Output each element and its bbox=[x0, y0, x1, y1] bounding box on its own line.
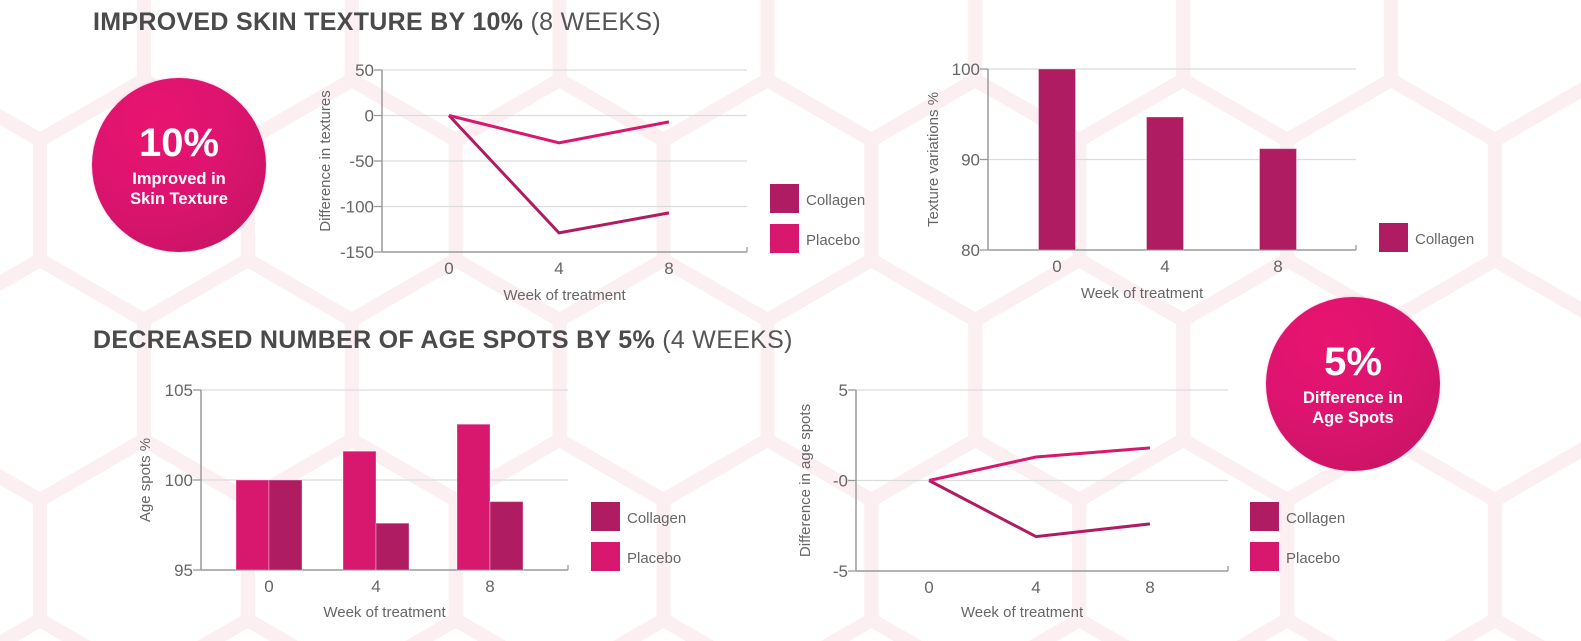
badge-label-line1: Improved in bbox=[132, 170, 226, 188]
legend-label-collagen: Collagen bbox=[1415, 231, 1474, 248]
x-axis-label: Week of treatment bbox=[961, 604, 1084, 621]
legend-label-placebo: Placebo bbox=[806, 232, 860, 249]
legend-label-collagen: Collagen bbox=[806, 192, 865, 209]
heading-duration-text: (8 WEEKS) bbox=[530, 8, 662, 36]
x-tick-label: 8 bbox=[1145, 578, 1154, 597]
chart-age-spots-percent: 105 100 95 0 4 8 Week of treatment Age spots % C… bbox=[137, 381, 686, 621]
y-tick-label: -50 bbox=[349, 152, 374, 171]
bar-collagen bbox=[1259, 148, 1297, 251]
y-tick-label: -5 bbox=[833, 562, 848, 581]
hexagon-shape bbox=[405, 611, 507, 641]
heading-bold-text: IMPROVED SKIN TEXTURE BY 10% bbox=[93, 8, 524, 36]
bar-collagen bbox=[268, 479, 303, 571]
series-line-placebo bbox=[448, 114, 670, 145]
legend-label-placebo: Placebo bbox=[1286, 550, 1340, 567]
y-tick-label: 100 bbox=[165, 471, 193, 490]
bar-collagen bbox=[375, 522, 410, 571]
bar-collagen bbox=[489, 501, 524, 571]
hexagon-shape bbox=[613, 611, 714, 641]
y-tick-label: 0 bbox=[365, 107, 374, 126]
y-axis-label: Texture variations % bbox=[925, 92, 942, 227]
legend-swatch-placebo bbox=[591, 542, 620, 571]
chart-texture-variations: 100 90 80 0 4 8 Week of treatment Texture varia… bbox=[925, 60, 1474, 302]
skin-texture-stat-badge: 10% Improved in Skin Texture bbox=[92, 78, 266, 252]
bar-collagen bbox=[1038, 68, 1076, 251]
y-axis-label: Difference in textures bbox=[317, 90, 334, 231]
bar-placebo bbox=[235, 479, 270, 571]
hexagon-shape bbox=[821, 611, 922, 641]
x-tick-label: 0 bbox=[444, 259, 453, 278]
x-tick-label: 8 bbox=[1273, 257, 1282, 276]
hexagon-shape bbox=[1028, 611, 1130, 641]
hexagon-shape bbox=[1444, 611, 1546, 641]
section-heading-age-spots: DECREASED NUMBER OF AGE SPOTS BY 5% (4 W… bbox=[93, 326, 793, 355]
series-line-placebo bbox=[928, 446, 1151, 482]
x-tick-label: 4 bbox=[1160, 257, 1169, 276]
x-tick-label: 8 bbox=[664, 259, 673, 278]
y-tick-label: 100 bbox=[952, 60, 980, 79]
y-axis-label: Age spots % bbox=[137, 438, 154, 522]
x-tick-label: 0 bbox=[1052, 257, 1061, 276]
age-spots-stat-badge: 5% Difference in Age Spots bbox=[1266, 297, 1440, 471]
legend-swatch-placebo bbox=[770, 224, 799, 253]
hexagon-shape bbox=[197, 611, 299, 641]
legend-swatch-collagen bbox=[770, 184, 799, 213]
badge-percent: 5% bbox=[1324, 340, 1382, 384]
badge-label-line2: Age Spots bbox=[1312, 409, 1394, 427]
hexagon-shape bbox=[0, 611, 91, 641]
legend-label-collagen: Collagen bbox=[1286, 510, 1345, 527]
legend-swatch-collagen bbox=[1379, 223, 1408, 252]
y-tick-label: -100 bbox=[340, 198, 374, 217]
x-tick-label: 0 bbox=[924, 578, 933, 597]
x-axis-label: Week of treatment bbox=[503, 287, 626, 304]
x-tick-label: 4 bbox=[371, 577, 380, 596]
chart-age-spots-difference: 5 -0 -5 0 4 8 Week of treatment Difference in a… bbox=[797, 381, 1345, 621]
series-line-collagen bbox=[447, 114, 670, 235]
series-line-collagen bbox=[928, 479, 1151, 539]
y-tick-label: 105 bbox=[165, 381, 193, 400]
y-tick-label: 95 bbox=[174, 561, 193, 580]
badge-percent: 10% bbox=[138, 121, 220, 165]
y-tick-label: 5 bbox=[839, 381, 848, 400]
legend-label-collagen: Collagen bbox=[627, 510, 686, 527]
y-tick-label: 50 bbox=[355, 61, 374, 80]
x-axis-label: Week of treatment bbox=[323, 604, 446, 621]
heading-duration-text: (4 WEEKS) bbox=[662, 326, 793, 354]
heading-bold-text: DECREASED NUMBER OF AGE SPOTS BY 5% bbox=[93, 326, 655, 354]
legend-swatch-placebo bbox=[1250, 542, 1279, 571]
x-tick-label: 4 bbox=[1031, 578, 1040, 597]
legend-swatch-collagen bbox=[1250, 502, 1279, 531]
badge-label-line2: Skin Texture bbox=[130, 190, 228, 208]
y-axis-label: Difference in age spots bbox=[797, 404, 814, 557]
bar-placebo bbox=[342, 450, 377, 571]
legend-label-placebo: Placebo bbox=[627, 550, 681, 567]
badge-label-line1: Difference in bbox=[1303, 389, 1403, 407]
bar-placebo bbox=[456, 423, 491, 571]
y-tick-label: -0 bbox=[833, 472, 848, 491]
x-tick-label: 4 bbox=[554, 259, 563, 278]
y-tick-label: 80 bbox=[961, 241, 980, 260]
x-tick-label: 0 bbox=[264, 577, 273, 596]
chart-texture-difference: 50 0 -50 -100 -150 0 4 8 Week of treatment Differ… bbox=[317, 61, 865, 304]
section-heading-skin-texture: IMPROVED SKIN TEXTURE BY 10% (8 WEEKS) bbox=[93, 8, 661, 37]
hexagon-shape bbox=[1236, 611, 1338, 641]
x-tick-label: 8 bbox=[485, 577, 494, 596]
legend-swatch-collagen bbox=[591, 502, 620, 531]
x-axis-label: Week of treatment bbox=[1081, 285, 1204, 302]
y-tick-label: 90 bbox=[961, 151, 980, 170]
y-tick-label: -150 bbox=[340, 243, 374, 262]
bar-collagen bbox=[1146, 116, 1184, 251]
